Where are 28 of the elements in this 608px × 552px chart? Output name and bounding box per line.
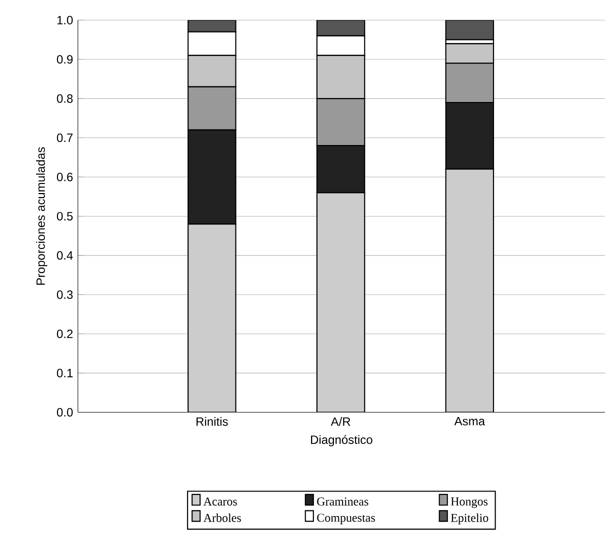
y-tick-label: 0.5 xyxy=(56,212,73,220)
bar xyxy=(316,192,366,412)
x-tick-label: A/R xyxy=(330,416,350,426)
y-tick-label: 0.3 xyxy=(56,290,73,299)
y-axis-title: Proporciones acumuladas xyxy=(36,147,48,285)
bar xyxy=(316,20,366,36)
x-axis-title: Diagnóstico xyxy=(311,434,372,446)
x-tick-label: Rinitis xyxy=(196,416,228,426)
bar xyxy=(188,223,236,412)
legend-label: Arboles xyxy=(203,513,241,522)
y-tick-label: 0.1 xyxy=(56,368,73,378)
y-tick-label: 0.2 xyxy=(56,330,73,338)
bar xyxy=(188,20,236,32)
legend-label: Hongos xyxy=(450,497,488,508)
legend-label: Epitelio xyxy=(450,513,488,524)
y-tick-label: 0.7 xyxy=(56,133,73,142)
y-tick-label: 0.0 xyxy=(56,408,73,416)
y-tick-label: 0.4 xyxy=(56,251,73,260)
y-tick-label: 0.8 xyxy=(56,94,73,103)
x-tick-label: Asma xyxy=(454,416,486,426)
y-tick-label: 0.6 xyxy=(56,172,73,182)
legend-label: Gramineas xyxy=(317,497,368,506)
y-tick-label: 0.9 xyxy=(56,55,73,64)
legend-label: Compuestas xyxy=(317,514,375,524)
legend-label: Acaros xyxy=(203,497,237,506)
bar xyxy=(445,20,494,40)
bar xyxy=(445,168,494,412)
y-tick-label: 1.0 xyxy=(57,16,73,24)
